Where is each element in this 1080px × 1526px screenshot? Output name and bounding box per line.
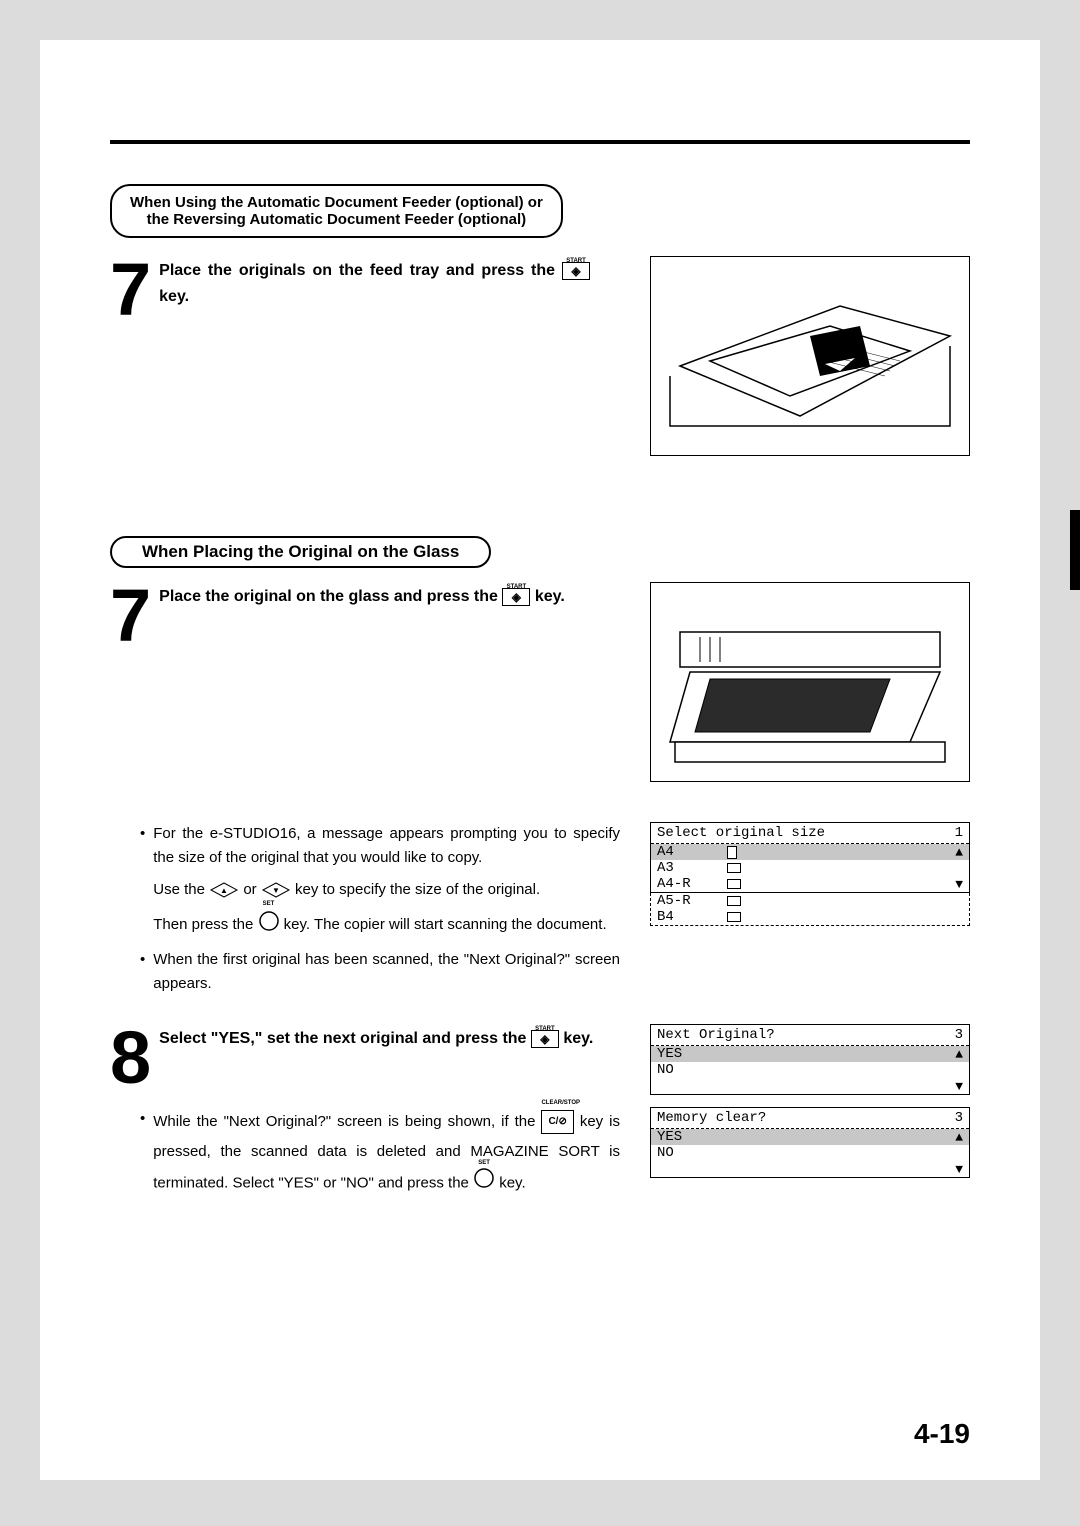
lcd-memory-clear: Memory clear? 3 YES ▲ NO ▼ [650, 1107, 970, 1178]
adf-callout-line2: the Reversing Automatic Document Feeder … [130, 211, 543, 228]
clearstop-key-icon: C/⊘ [541, 1110, 573, 1134]
adf-callout-line1: When Using the Automatic Document Feeder… [130, 194, 543, 211]
step-7b-number: 7 [110, 586, 151, 645]
landscape-icon [727, 912, 741, 922]
lcd2-row0: YES [657, 1046, 682, 1062]
start-key-label-3: START [532, 1021, 558, 1037]
page-number: 4-19 [914, 1418, 970, 1450]
step-8-text: Select "YES," set the next original and … [159, 1024, 610, 1052]
lcd1-row2: A4-R [657, 876, 727, 892]
step-7a-text-a: Place the originals on the feed tray and… [159, 262, 555, 279]
step-7b-text-b: key. [535, 588, 565, 605]
bullet-dot: • [140, 822, 145, 948]
down-arrow-key-icon: ▼ [261, 882, 291, 898]
clearstop-key-text: C/ [548, 1116, 558, 1127]
down-arrow-icon: ▼ [955, 1162, 963, 1177]
start-key-icon-3: START ◈ [531, 1030, 559, 1048]
lcd3-row0: YES [657, 1129, 682, 1145]
adf-callout: When Using the Automatic Document Feeder… [110, 184, 563, 238]
bullet-1a: For the e-STUDIO16, a message appears pr… [153, 822, 620, 870]
bullet-1c: Then press the SET key. The copier will … [153, 910, 620, 940]
step-8-text-b: key. [563, 1030, 593, 1047]
start-key-icon: START ◈ [562, 262, 590, 280]
up-arrow-icon: ▲ [955, 1130, 963, 1145]
down-arrow-icon: ▼ [955, 1079, 963, 1094]
step-7a-number: 7 [110, 260, 151, 319]
lcd-select-size: Select original size 1 A4 ▲ A3 A4-R ▼ [650, 822, 970, 893]
section2-bullets: • For the e-STUDIO16, a message appears … [140, 822, 620, 1004]
bullet-1c-b: key. The copier will start scanning the … [284, 916, 607, 933]
bullet-1c-a: Then press the [153, 916, 257, 933]
step-7b-text-a: Place the original on the glass and pres… [159, 588, 498, 605]
set-key-label-2: SET [478, 1157, 490, 1169]
glass-illustration [650, 582, 970, 782]
lcd3-title: Memory clear? [657, 1110, 766, 1126]
landscape-icon [727, 863, 741, 873]
lcd1-row0: A4 [657, 844, 727, 860]
chapter-tab: 4 [1070, 510, 1080, 590]
bullet-1b-a: Use the [153, 881, 209, 898]
set-key-icon-2: SET [473, 1167, 495, 1200]
lcd2-row1: NO [657, 1062, 674, 1078]
bullet-1b-c: key to specify the size of the original. [295, 881, 540, 898]
bullet-3-c: key. [499, 1175, 525, 1192]
lcd2-page: 3 [955, 1027, 963, 1043]
step-7b-text: Place the original on the glass and pres… [159, 582, 590, 610]
step-8-text-a: Select "YES," set the next original and … [159, 1030, 526, 1047]
landscape-icon [727, 896, 741, 906]
feed-tray-illustration [650, 256, 970, 456]
glass-callout: When Placing the Original on the Glass [110, 536, 491, 568]
lcd1-title: Select original size [657, 825, 825, 841]
lcd3-page: 3 [955, 1110, 963, 1126]
lcd2-title: Next Original? [657, 1027, 775, 1043]
set-key-label: SET [263, 900, 275, 910]
top-rule [110, 140, 970, 144]
glass-callout-text: When Placing the Original on the Glass [142, 542, 459, 561]
lcd3-row1: NO [657, 1145, 674, 1161]
landscape-icon [727, 879, 741, 889]
lcd1-ext0: A5-R [657, 893, 727, 909]
up-arrow-icon: ▲ [955, 1047, 963, 1062]
bullet-dot: • [140, 948, 145, 1004]
step-7a-text-b: key. [159, 288, 189, 305]
bullet-1b: Use the ▲ or ▼ key to specify the size o… [153, 878, 620, 902]
lcd1-row1: A3 [657, 860, 727, 876]
start-key-label-2: START [503, 579, 529, 595]
svg-text:▲: ▲ [220, 886, 228, 895]
up-arrow-icon: ▲ [955, 845, 963, 860]
lcd-select-size-ext: A5-R B4 [650, 893, 970, 926]
start-key-icon-2: START ◈ [502, 588, 530, 606]
step-8-number: 8 [110, 1028, 151, 1087]
svg-text:▼: ▼ [272, 886, 280, 895]
up-arrow-key-icon: ▲ [209, 882, 239, 898]
section3-bullets: • While the "Next Original?" screen is b… [140, 1107, 620, 1208]
bullet-3: While the "Next Original?" screen is bei… [153, 1107, 620, 1200]
lcd1-ext1: B4 [657, 909, 727, 925]
lcd1-page: 1 [955, 825, 963, 841]
down-arrow-icon: ▼ [955, 877, 963, 892]
lcd-next-original: Next Original? 3 YES ▲ NO ▼ [650, 1024, 970, 1095]
bullet-1b-b: or [243, 881, 261, 898]
step-7a-text: Place the originals on the feed tray and… [159, 256, 590, 309]
bullet-dot: • [140, 1107, 145, 1208]
clearstop-label: CLEAR/STOP [541, 1097, 573, 1109]
portrait-icon [727, 846, 737, 859]
set-key-icon: SET [258, 910, 280, 940]
start-key-label: START [563, 253, 589, 269]
bullet-2: When the first original has been scanned… [153, 948, 620, 996]
bullet-3-a: While the "Next Original?" screen is bei… [153, 1113, 541, 1130]
